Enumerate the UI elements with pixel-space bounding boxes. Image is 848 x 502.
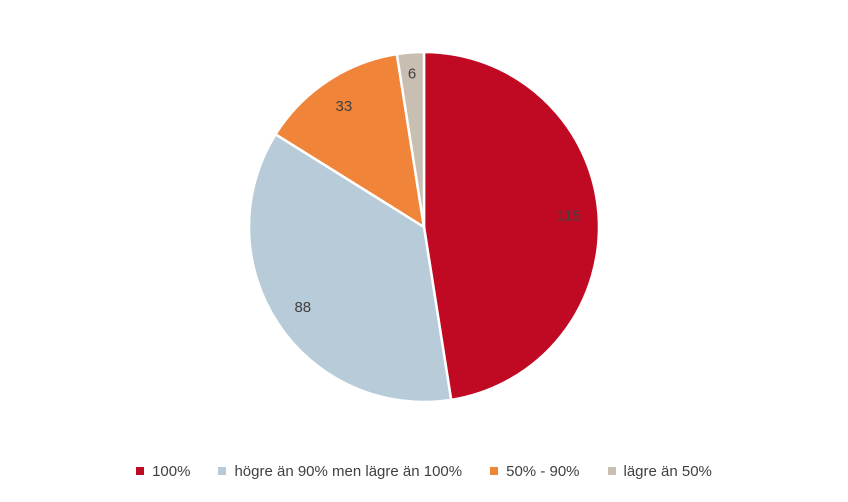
legend-item-below-50: lägre än 50% (607, 462, 712, 480)
data-label-100: 115 (557, 208, 581, 225)
legend-label: 100% (152, 462, 191, 480)
data-label-50-90: 33 (336, 98, 353, 115)
legend-swatch (490, 467, 499, 475)
pie-slice-below-50 (395, 50, 426, 229)
legend-item-50-90: 50% - 90% (490, 462, 580, 480)
legend-item-90-100: högre än 90% men lägre än 100% (218, 463, 462, 480)
legend-item-100: 100% (136, 463, 190, 480)
legend-label: lägre än 50% (623, 462, 712, 480)
legend-swatch (607, 467, 616, 475)
pie-plot: 115 88 33 6 (247, 50, 601, 404)
legend-swatch (136, 467, 145, 475)
data-label-below-50: 6 (408, 66, 416, 83)
pie-slice-50-90 (274, 52, 426, 229)
legend-swatch (218, 467, 227, 475)
legend-label: högre än 90% men lägre än 100% (234, 462, 463, 480)
data-label-90-100: 88 (294, 299, 311, 316)
legend-label: 50% - 90% (506, 462, 580, 480)
legend: 100% högre än 90% men lägre än 100% 50% … (0, 458, 848, 484)
pie-slice-90-100 (247, 133, 453, 404)
pie-slice-100 (422, 50, 601, 402)
